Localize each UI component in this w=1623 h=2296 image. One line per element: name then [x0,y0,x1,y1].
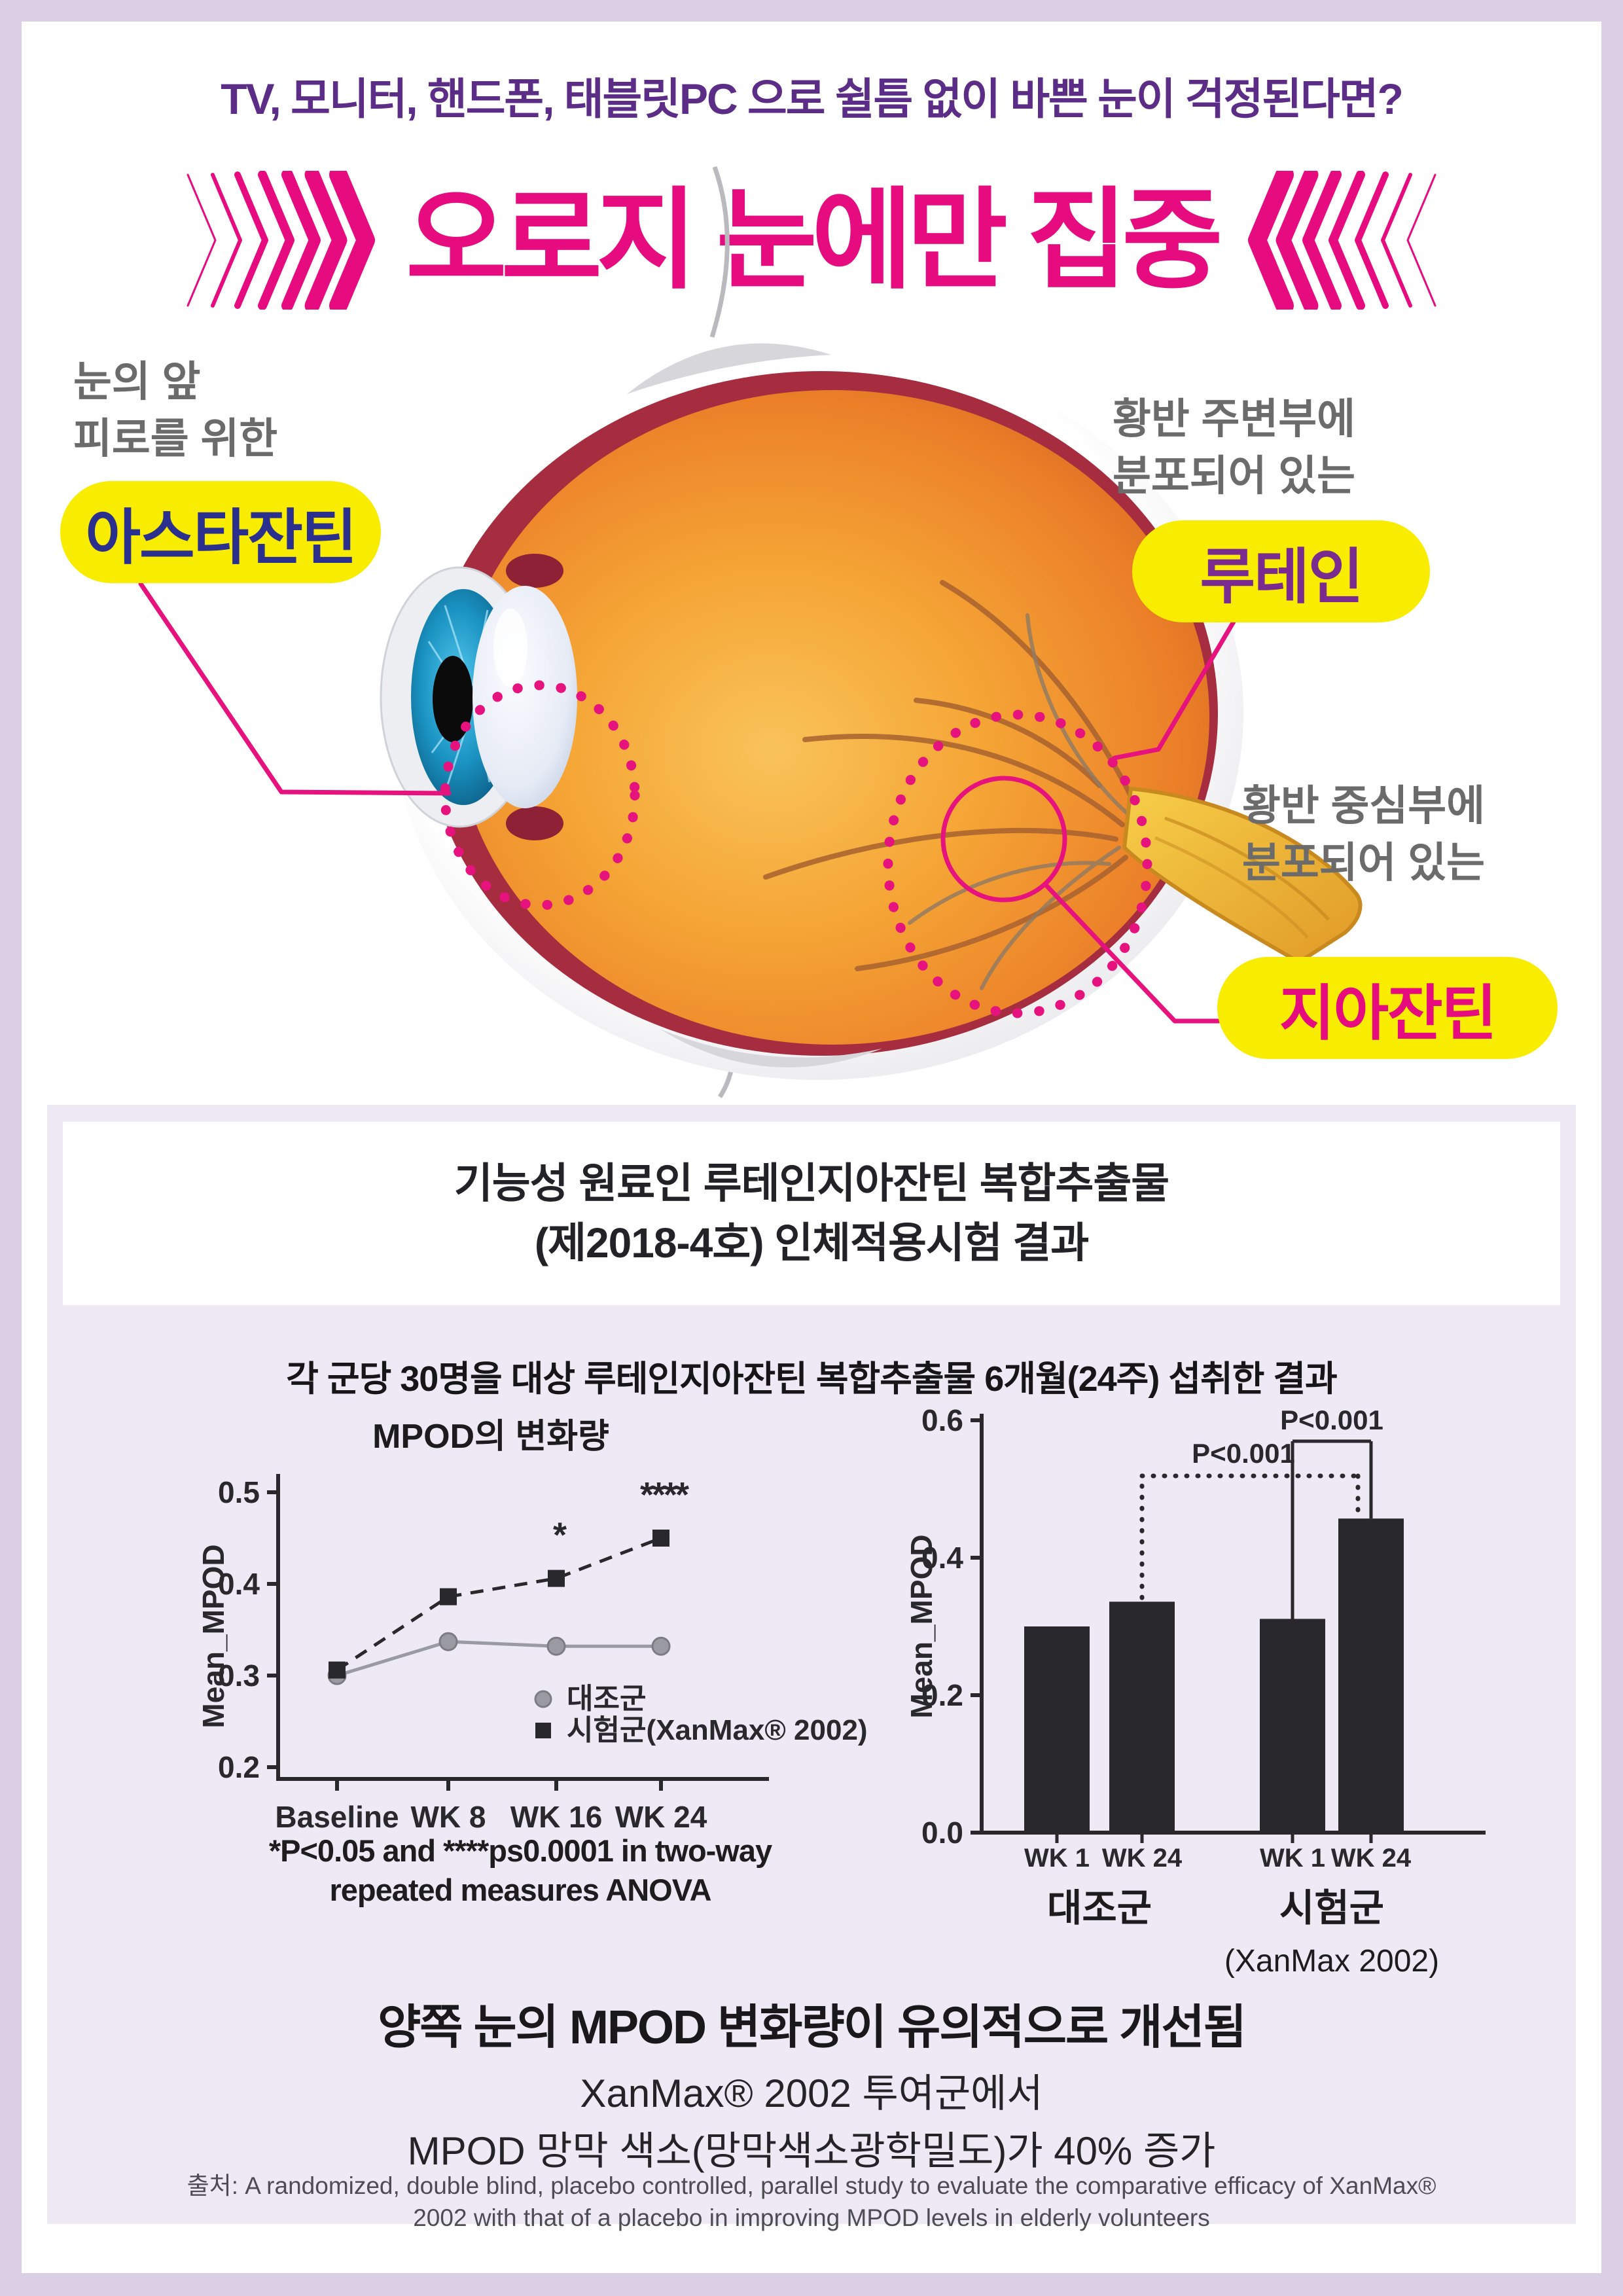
svg-text:시험군(XanMax® 2002): 시험군(XanMax® 2002) [567,1714,868,1746]
svg-text:WK 24: WK 24 [1102,1844,1183,1873]
chart-footnote: *P<0.05 and ****ps0.0001 in two-way repe… [190,1831,851,1910]
source-citation: 출처: A randomized, double blind, placebo … [113,2170,1510,2234]
zeaxanthin-desc-line2: 분포되어 있는 [1242,839,1486,887]
svg-text:0.5: 0.5 [218,1475,260,1509]
svg-text:P<0.001: P<0.001 [1280,1405,1383,1435]
hero-title: 오로지 눈에만 집중 [406,179,1223,302]
svg-text:Mean_MPOD: Mean_MPOD [904,1534,938,1718]
source-line2: 2002 with that of a placebo in improving… [413,2204,1210,2231]
svg-text:0.0: 0.0 [921,1816,963,1850]
lutein-pill: 루테인 [1132,520,1430,622]
svg-text:*: * [553,1516,567,1555]
result-heading: 양쪽 눈의 MPOD 변화량이 유의적으로 개선됨 [378,2001,1247,2054]
result-line1: XanMax® 2002 투여군에서 [580,2072,1043,2115]
svg-text:MPOD의 변화량: MPOD의 변화량 [372,1418,609,1456]
astaxanthin-description: 눈의 앞 피로를 위한 [73,353,277,467]
lutein-description: 황반 주변부에 분포되어 있는 [1113,391,1355,505]
chart-footnote-line2: repeated measures ANOVA [329,1873,711,1908]
chevrons-left-icon [1247,171,1436,310]
svg-text:대조군: 대조군 [567,1683,646,1715]
svg-text:WK 16: WK 16 [510,1800,603,1834]
source-line1: 출처: A randomized, double blind, placebo … [187,2172,1436,2199]
svg-text:P<0.001: P<0.001 [1192,1438,1295,1469]
svg-text:WK 1: WK 1 [1024,1844,1090,1873]
hero-title-row: 오로지 눈에만 집중 [0,158,1623,322]
svg-text:****: **** [640,1475,689,1515]
study-subtitle: 각 군당 30명을 대상 루테인지아잔틴 복합추출물 6개월(24주) 섭취한 … [286,1359,1338,1399]
astaxanthin-desc-line2: 피로를 위한 [73,415,278,463]
svg-text:(XanMax 2002): (XanMax 2002) [1224,1944,1439,1979]
svg-text:0.4: 0.4 [218,1567,260,1601]
top-header-text: TV, 모니터, 핸드폰, 태블릿PC 으로 쉴틈 없이 바쁜 눈이 걱정된다면… [221,75,1404,123]
svg-text:Mean_MPOD: Mean_MPOD [196,1544,230,1728]
zeaxanthin-pill: 지아잔틴 [1217,957,1558,1059]
svg-text:WK 8: WK 8 [411,1800,486,1834]
svg-text:WK 24: WK 24 [615,1800,707,1834]
svg-text:0.4: 0.4 [921,1541,963,1575]
svg-text:0.2: 0.2 [921,1678,963,1712]
svg-text:Baseline: Baseline [275,1800,399,1834]
result-line2: MPOD 망막 색소(망막색소광학밀도)가 40% 증가 [407,2129,1216,2173]
svg-text:0.3: 0.3 [218,1659,260,1693]
chevrons-right-icon [187,171,376,310]
svg-text:0.6: 0.6 [921,1403,963,1437]
svg-text:WK 24: WK 24 [1331,1844,1412,1873]
study-title-line2: (제2018-4호) 인체적용시험 결과 [534,1219,1089,1266]
svg-text:대조군: 대조군 [1047,1887,1152,1929]
svg-text:시험군: 시험군 [1279,1887,1384,1929]
astaxanthin-desc-line1: 눈의 앞 [73,358,201,405]
svg-text:0.2: 0.2 [218,1750,260,1784]
study-title-line1: 기능성 원료인 루테인지아잔틴 복합추출물 [454,1160,1169,1208]
astaxanthin-pill: 아스타잔틴 [60,481,381,583]
zeaxanthin-desc-line1: 황반 중심부에 [1242,782,1486,829]
mpod-line-chart: MPOD의 변화량 0.2 0.3 0.4 0.5 Baseline WK 8 WK 16 WK… [196,1418,868,1834]
svg-text:WK 1: WK 1 [1260,1844,1325,1873]
study-title-band: 기능성 원료인 루테인지아잔틴 복합추출물 (제2018-4호) 인체적용시험 … [63,1122,1560,1305]
chart-footnote-line1: *P<0.05 and ****ps0.0001 in two-way [268,1833,772,1868]
zeaxanthin-description: 황반 중심부에 분포되어 있는 [1242,778,1485,891]
lutein-desc-line1: 황반 주변부에 [1113,395,1356,442]
lutein-desc-line2: 분포되어 있는 [1113,452,1356,500]
